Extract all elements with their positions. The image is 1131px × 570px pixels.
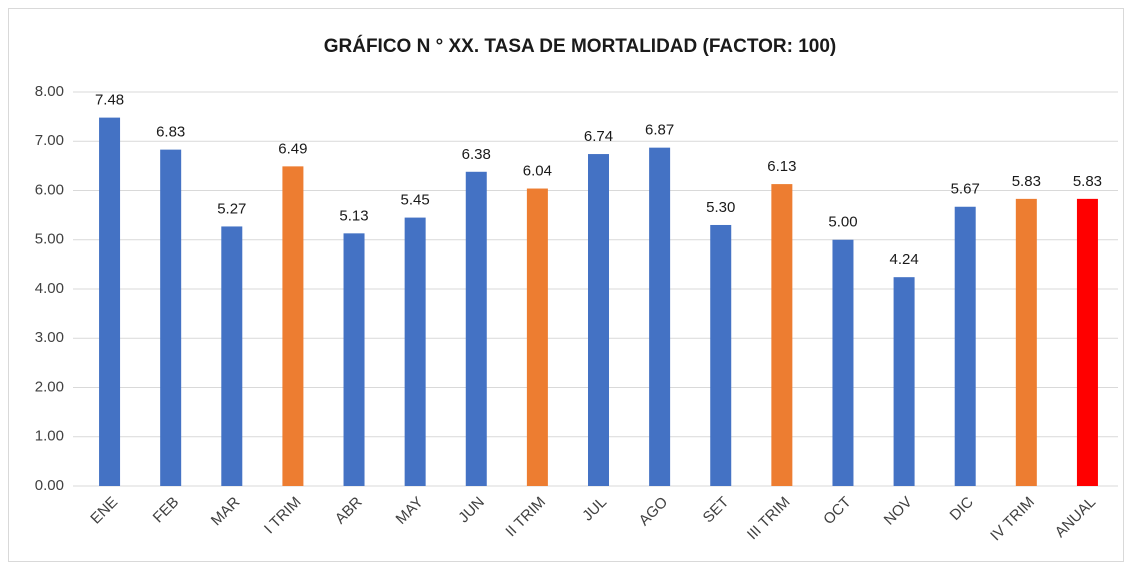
y-tick-label: 4.00 (35, 280, 64, 297)
bar (1015, 198, 1037, 486)
bar (832, 239, 854, 486)
bar (221, 226, 243, 486)
y-tick-label: 5.00 (35, 231, 64, 248)
data-label: 5.00 (828, 214, 857, 231)
data-label: 6.49 (278, 140, 307, 157)
data-label: 5.13 (339, 207, 368, 224)
y-tick-label: 1.00 (35, 428, 64, 445)
bar (1076, 198, 1098, 486)
data-label: 4.24 (889, 251, 918, 268)
bar (771, 184, 793, 486)
bar (160, 149, 182, 486)
data-label: 6.04 (523, 162, 552, 179)
data-label: 5.83 (1073, 173, 1102, 190)
bar (588, 154, 609, 486)
y-tick-label: 7.00 (35, 132, 64, 149)
data-label: 6.38 (462, 146, 491, 163)
y-tick-label: 6.00 (35, 181, 64, 198)
bar (282, 166, 304, 486)
y-tick-label: 0.00 (35, 477, 64, 494)
bar (954, 206, 976, 486)
bar (99, 117, 121, 487)
data-label: 6.13 (767, 158, 796, 175)
data-label: 6.74 (584, 128, 613, 145)
y-tick-label: 2.00 (35, 378, 64, 395)
bar (710, 224, 732, 486)
data-label: 7.48 (95, 92, 124, 109)
bar (465, 171, 487, 486)
data-label: 5.30 (706, 199, 735, 216)
y-tick-label: 8.00 (35, 83, 64, 100)
data-label: 5.45 (401, 192, 430, 209)
chart-title: GRÁFICO N ° XX. TASA DE MORTALIDAD (FACT… (324, 35, 837, 57)
bar (893, 277, 915, 486)
data-label: 5.27 (217, 200, 246, 217)
y-tick-label: 3.00 (35, 329, 64, 346)
chart-frame (8, 8, 1124, 562)
data-label: 5.67 (951, 181, 980, 198)
bar (404, 217, 426, 486)
bar (649, 147, 671, 486)
bar (526, 188, 548, 486)
data-label: 5.83 (1012, 173, 1041, 190)
data-label: 6.87 (645, 122, 674, 139)
data-label: 6.83 (156, 124, 185, 141)
bar (343, 233, 365, 486)
